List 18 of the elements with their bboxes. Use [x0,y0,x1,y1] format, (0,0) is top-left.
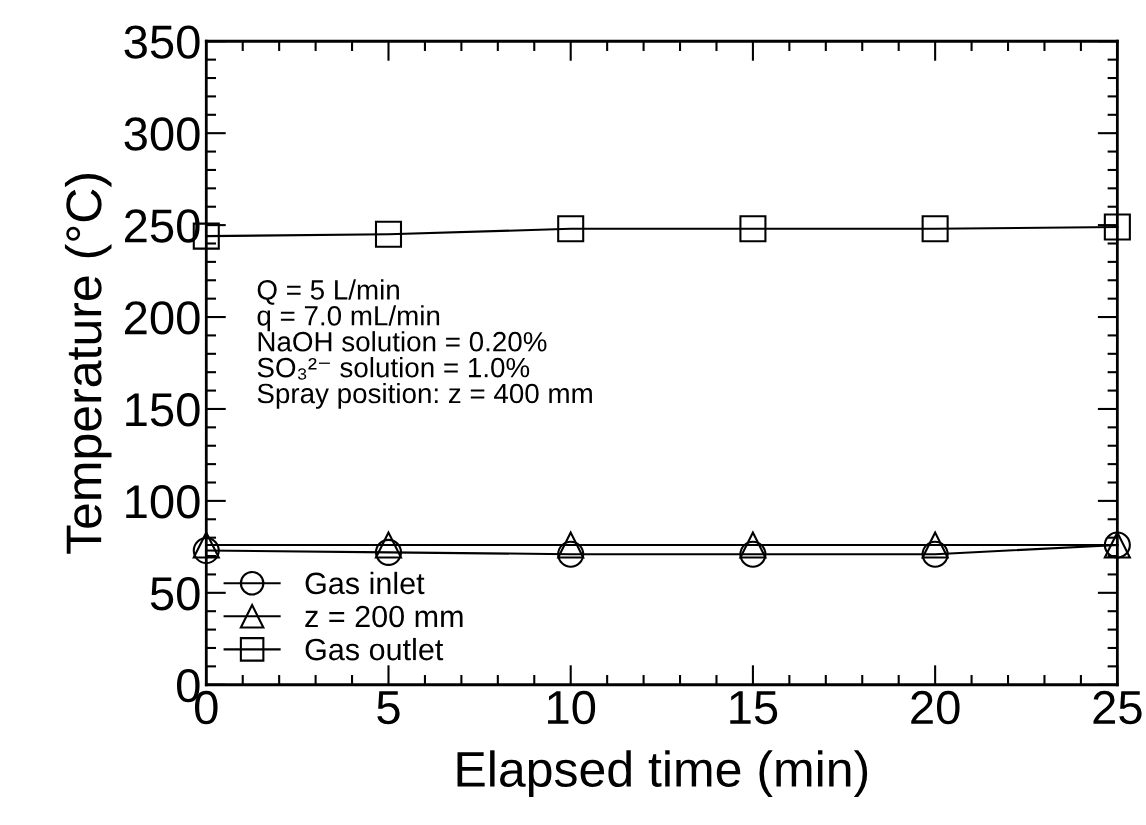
y-tick-label: 150 [126,393,200,427]
y-axis-title: Temperature (°C) [64,174,112,554]
y-tick-label: 350 [124,25,200,59]
legend-label: Gas outlet [305,637,444,661]
x-tick-label: 5 [377,691,400,725]
x-tick-label: 20 [911,690,960,725]
annotation: Q = 5 L/min q = 7.0 mL/min NaOH solution = 0.20% SO₃²⁻ solution = 1.0% Spray position: z = 400 mm [257,279,592,409]
y-tick-label: 250 [125,209,200,243]
legend-label: z = 200 mm [305,605,463,628]
x-tick-label: 10 [548,690,596,725]
y-tick-label: 200 [125,301,200,335]
y-tick-label: 100 [126,485,200,519]
y-tick-label: 300 [124,117,200,151]
x-tick-label: 15 [730,691,778,725]
x-axis-title: Elapsed time (min) [457,750,868,797]
x-tick-label: 25 [1093,690,1142,725]
legend-label: Gas inlet [305,571,425,595]
y-tick-label: 50 [150,576,200,611]
